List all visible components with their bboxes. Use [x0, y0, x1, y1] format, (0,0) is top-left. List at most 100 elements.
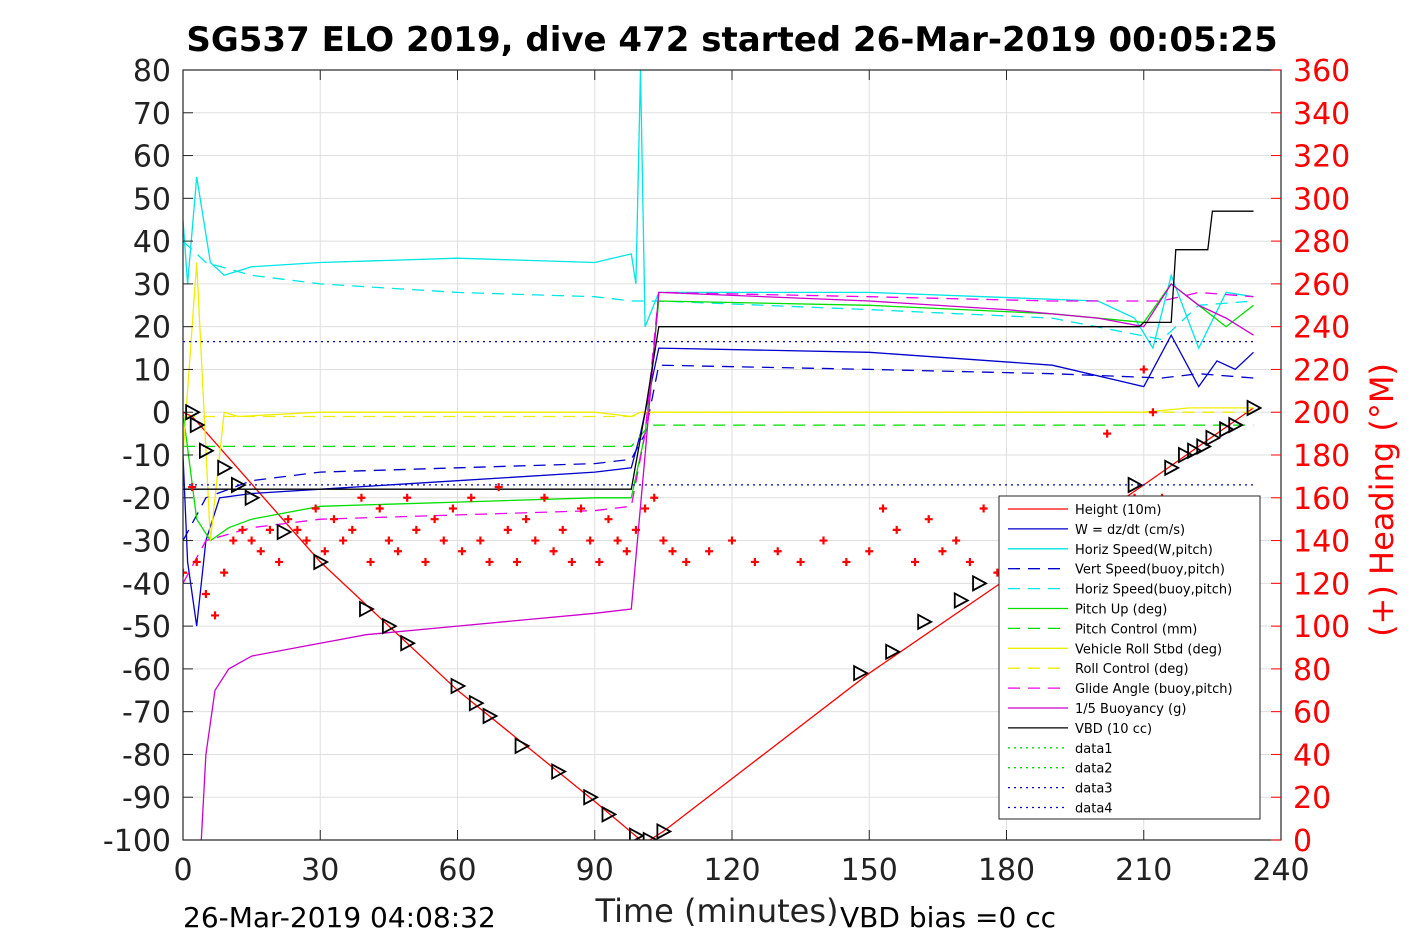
- x-tick-label: 150: [841, 853, 898, 888]
- plot-area: [183, 70, 1263, 840]
- y-tick-label: 10: [133, 353, 171, 388]
- heading-point: [293, 525, 302, 534]
- heading-point: [773, 547, 782, 556]
- heading-point: [485, 557, 494, 566]
- heading-point: [567, 557, 576, 566]
- legend: Height (10m) W = dz/dt (cm/s) Horiz Speed(…: [998, 495, 1261, 820]
- heading-point: [952, 536, 961, 545]
- heading-point: [403, 493, 412, 502]
- depth-marker: [468, 694, 485, 712]
- heading-point: [430, 515, 439, 524]
- footer-vbd-bias: VBD bias =0 cc: [840, 901, 1056, 934]
- y2-tick-label: 60: [1293, 696, 1331, 731]
- y2-tick-label: 20: [1293, 781, 1331, 816]
- y-tick-label: -90: [122, 781, 171, 816]
- footer-timestamp: 26-Mar-2019 04:08:32: [183, 901, 496, 934]
- depth-marker: [1246, 399, 1263, 417]
- depth-marker: [482, 707, 499, 725]
- tick-marks: [182, 69, 1282, 841]
- y2-tick-label: 320: [1293, 140, 1350, 175]
- legend-entry-11: VBD (10 cc): [1075, 722, 1152, 737]
- legend-entry-5: Pitch Up (deg): [1075, 603, 1167, 618]
- axis-tick-labels: 0 30 60 90 120 150 180 210 24080706050403020100-…: [103, 54, 1350, 888]
- heading-point: [705, 547, 714, 556]
- legend-entry-13: data2: [1075, 762, 1113, 777]
- depth-marker: [1219, 420, 1235, 438]
- y-tick-label: 50: [133, 182, 171, 217]
- depth-marker: [583, 788, 600, 806]
- heading-point: [412, 525, 421, 534]
- heading-point: [503, 525, 512, 534]
- heading-point: [357, 493, 366, 502]
- heading-point: [878, 504, 887, 513]
- y2-tick-label: 300: [1293, 182, 1350, 217]
- y-tick-label: -30: [122, 525, 171, 560]
- depth-marker: [276, 523, 293, 541]
- depth-marker: [359, 600, 375, 618]
- y2-tick-label: 100: [1293, 610, 1350, 645]
- y-tick-label: 70: [133, 97, 171, 132]
- heading-point: [911, 557, 919, 566]
- legend-entry-2: Horiz Speed(W,pitch): [1075, 543, 1213, 558]
- x-tick-label: 120: [703, 853, 760, 888]
- depth-marker: [189, 416, 206, 434]
- depth-marker: [953, 591, 970, 609]
- chart-title: SG537 ELO 2019, dive 472 started 26-Mar-…: [186, 20, 1277, 60]
- depth-marker: [400, 634, 417, 652]
- heading-point: [320, 547, 329, 556]
- depth-marker: [244, 489, 261, 507]
- legend-entry-15: data4: [1075, 802, 1113, 817]
- y2-tick-label: 120: [1293, 567, 1350, 602]
- depth-marker: [601, 805, 618, 823]
- heading-point: [1148, 408, 1157, 417]
- heading-point: [796, 557, 805, 566]
- depth-marker: [972, 574, 988, 592]
- heading-point: [229, 536, 238, 545]
- y-tick-label: 80: [133, 54, 171, 89]
- heading-point: [238, 525, 247, 534]
- heading-point: [540, 493, 549, 502]
- heading-point: [458, 547, 467, 556]
- heading-point: [275, 557, 284, 566]
- heading-point: [284, 515, 293, 524]
- heading-point: [256, 547, 265, 556]
- series-line-10: [200, 282, 1254, 840]
- heading-point: [595, 557, 604, 566]
- heading-point: [750, 557, 759, 566]
- y-tick-label: -80: [122, 738, 171, 773]
- heading-point: [220, 568, 229, 577]
- depth-marker: [551, 763, 568, 781]
- heading-point: [311, 504, 320, 513]
- x-tick-label: 60: [438, 853, 476, 888]
- heading-point: [979, 504, 988, 513]
- heading-point: [329, 515, 338, 524]
- legend-entry-0: Height (10m): [1075, 503, 1161, 518]
- x-tick-label: 30: [301, 853, 339, 888]
- heading-point: [622, 547, 631, 556]
- legend-entry-1: W = dz/dt (cm/s): [1075, 523, 1185, 538]
- heading-point: [448, 504, 457, 513]
- legend-entry-10: 1/5 Buoyancy (g): [1075, 702, 1186, 717]
- y2-axis-label: (+) Heading (°M): [1363, 363, 1401, 637]
- heading-point: [965, 557, 974, 566]
- legend-entry-12: data1: [1075, 742, 1113, 757]
- heading-point: [819, 536, 828, 545]
- legend-entry-7: Vehicle Roll Stbd (deg): [1075, 642, 1222, 657]
- y-tick-label: 60: [133, 140, 171, 175]
- heading-point: [650, 493, 659, 502]
- heading-point: [577, 504, 586, 513]
- x-tick-label: 240: [1252, 853, 1309, 888]
- depth-marker: [1205, 429, 1222, 447]
- y2-tick-label: 160: [1293, 482, 1350, 517]
- heading-point: [668, 547, 677, 556]
- y-tick-label: -60: [122, 653, 171, 688]
- legend-entry-6: Pitch Control (mm): [1075, 622, 1197, 637]
- depth-marker: [917, 613, 934, 631]
- series-line-3: [183, 364, 1254, 541]
- y-tick-label: -70: [122, 696, 171, 731]
- depth-marker: [1178, 446, 1194, 464]
- heading-point: [558, 525, 567, 534]
- legend-entry-4: Horiz Speed(buoy,pitch): [1075, 583, 1232, 598]
- y2-tick-label: 140: [1293, 525, 1350, 560]
- y-tick-label: 30: [133, 268, 171, 303]
